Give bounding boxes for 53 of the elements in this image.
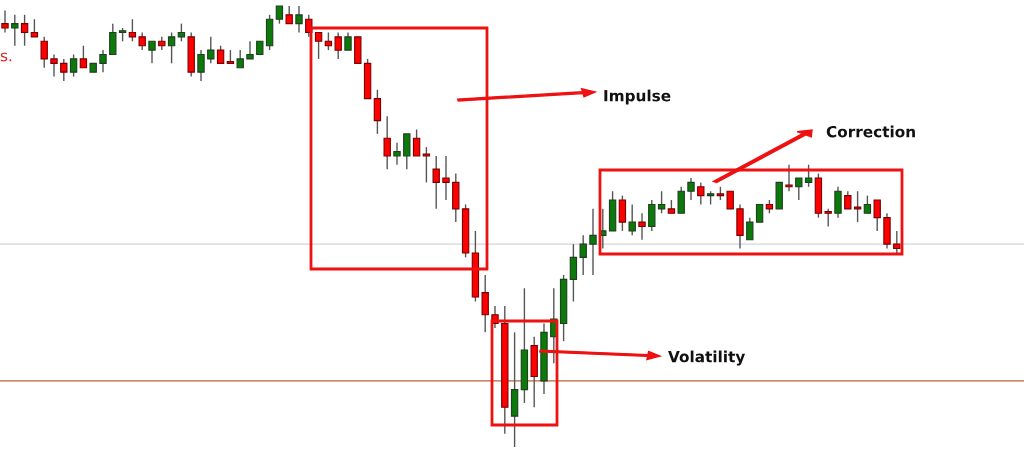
candlestick	[589, 208, 597, 276]
candlestick	[442, 155, 450, 201]
candlestick	[393, 142, 401, 166]
candlestick	[687, 177, 695, 201]
candlestick	[481, 274, 489, 334]
candlestick	[128, 18, 137, 42]
candlestick	[657, 190, 666, 214]
candlestick	[109, 22, 117, 56]
candlestick	[853, 190, 862, 223]
candlestick	[197, 49, 205, 82]
candlestick	[648, 199, 656, 232]
candlestick	[334, 31, 342, 60]
candlestick	[697, 181, 705, 206]
candlestick	[314, 31, 323, 60]
candlestick	[432, 155, 440, 210]
candlestick	[79, 44, 88, 69]
candlestick	[804, 164, 813, 188]
candlestick	[295, 5, 303, 34]
candlestick	[20, 14, 29, 47]
candlestick	[60, 58, 68, 82]
candlestick	[373, 89, 382, 135]
candlestick	[579, 234, 587, 276]
candlestick	[383, 115, 391, 170]
candlestick	[893, 230, 901, 254]
candlestick	[305, 14, 313, 38]
candlestick	[412, 128, 421, 157]
candlestick	[69, 53, 78, 78]
candlestick	[207, 36, 215, 65]
candlestick	[618, 194, 627, 232]
candlestick	[677, 186, 685, 214]
candlestick	[403, 133, 411, 170]
annotation: s.	[0, 52, 12, 62]
annotation: Volatility	[668, 350, 746, 366]
annotation: Correction	[826, 125, 915, 138]
candlestick	[148, 40, 156, 65]
candlestick	[11, 14, 19, 47]
candlestick	[873, 199, 881, 232]
candlestick	[99, 49, 107, 73]
candlestick	[1, 9, 9, 34]
candlestick	[167, 31, 176, 65]
candlestick	[746, 216, 754, 241]
candlestick	[40, 36, 48, 69]
candlestick	[795, 177, 803, 201]
candlestick	[599, 208, 607, 250]
annotation: Impulse	[604, 89, 671, 105]
candlestick	[638, 212, 646, 241]
candlestick	[785, 164, 793, 192]
candlestick	[834, 186, 842, 219]
candlestick	[628, 203, 636, 237]
candlestick	[422, 146, 431, 184]
candlestick	[569, 243, 578, 303]
candlestick	[50, 53, 58, 78]
candlestick	[246, 40, 254, 60]
